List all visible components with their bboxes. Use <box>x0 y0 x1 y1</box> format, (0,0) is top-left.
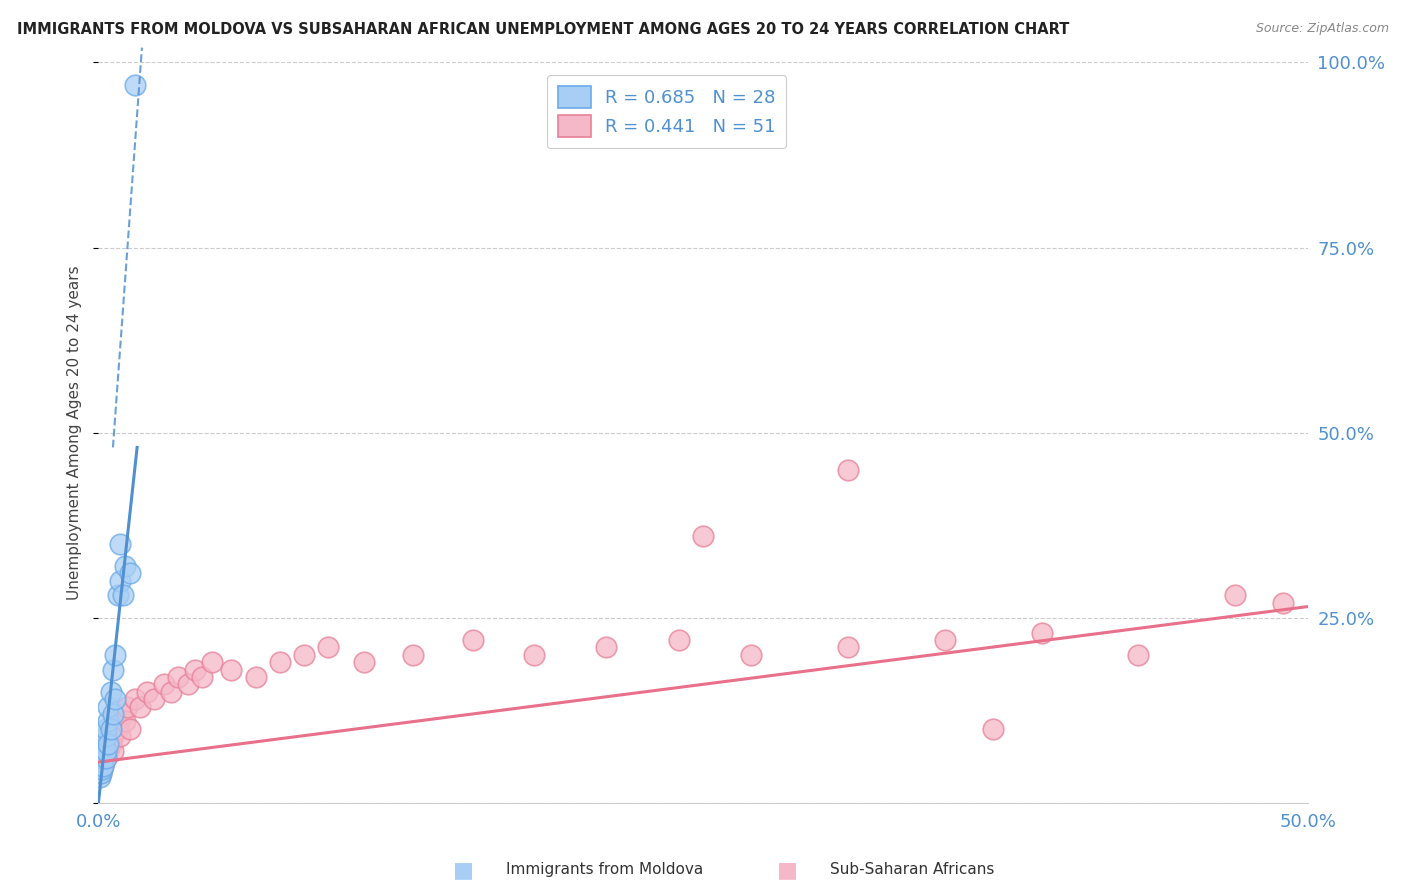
Point <box>124 692 146 706</box>
Text: IMMIGRANTS FROM MOLDOVA VS SUBSAHARAN AFRICAN UNEMPLOYMENT AMONG AGES 20 TO 24 Y: IMMIGRANTS FROM MOLDOVA VS SUBSAHARAN AF… <box>17 22 1069 37</box>
Point <box>160 685 183 699</box>
Point <box>100 685 122 699</box>
Point <box>90 766 112 780</box>
Point <box>1128 648 1150 662</box>
Point <box>91 744 114 758</box>
Point <box>94 751 117 765</box>
Point <box>353 655 375 669</box>
Point <box>90 758 112 772</box>
Point <box>269 655 291 669</box>
Point <box>108 536 131 550</box>
Point <box>837 462 859 476</box>
Text: ■: ■ <box>778 860 797 880</box>
Point <box>114 558 136 573</box>
Point <box>101 744 124 758</box>
Point <box>100 722 122 736</box>
Point <box>668 632 690 647</box>
Point <box>143 692 166 706</box>
Point <box>104 692 127 706</box>
Point <box>221 663 243 677</box>
Point <box>101 706 124 721</box>
Point <box>101 663 124 677</box>
Text: ■: ■ <box>454 860 474 880</box>
Point <box>111 706 134 721</box>
Point <box>402 648 425 662</box>
Point <box>100 722 122 736</box>
Point <box>523 648 546 662</box>
Point <box>316 640 339 655</box>
Point <box>111 589 134 603</box>
Point <box>90 751 112 765</box>
Legend: R = 0.685   N = 28, R = 0.441   N = 51: R = 0.685 N = 28, R = 0.441 N = 51 <box>547 75 786 148</box>
Point <box>104 648 127 662</box>
Text: Immigrants from Moldova: Immigrants from Moldova <box>506 863 703 877</box>
Point <box>463 632 485 647</box>
Point <box>1223 589 1246 603</box>
Point <box>91 744 114 758</box>
Point <box>100 737 122 751</box>
Y-axis label: Unemployment Among Ages 20 to 24 years: Unemployment Among Ages 20 to 24 years <box>67 265 83 600</box>
Point <box>104 714 127 729</box>
Point <box>114 714 136 729</box>
Point <box>97 744 120 758</box>
Point <box>94 744 117 758</box>
Point <box>91 763 114 777</box>
Point <box>90 766 112 780</box>
Point <box>128 699 150 714</box>
Point <box>94 751 117 765</box>
Point <box>117 699 139 714</box>
Point <box>191 670 214 684</box>
Point <box>1272 596 1295 610</box>
Point <box>595 640 617 655</box>
Text: Source: ZipAtlas.com: Source: ZipAtlas.com <box>1256 22 1389 36</box>
Point <box>152 677 174 691</box>
Point <box>97 729 120 743</box>
Point <box>94 722 117 736</box>
Point <box>107 722 129 736</box>
Point <box>93 737 115 751</box>
Text: Sub-Saharan Africans: Sub-Saharan Africans <box>830 863 994 877</box>
Point <box>97 699 120 714</box>
Point <box>97 737 120 751</box>
Point <box>89 770 111 784</box>
Point <box>91 758 114 772</box>
Point <box>135 685 157 699</box>
Point <box>167 670 190 684</box>
Point <box>94 737 117 751</box>
Point <box>1031 625 1053 640</box>
Point <box>118 566 141 581</box>
Point <box>177 677 200 691</box>
Point <box>94 729 117 743</box>
Point <box>91 758 114 772</box>
Point <box>91 751 114 765</box>
Point <box>124 78 146 92</box>
Point <box>245 670 267 684</box>
Point <box>97 714 120 729</box>
Point <box>107 589 129 603</box>
Point <box>837 640 859 655</box>
Point <box>934 632 956 647</box>
Point <box>981 722 1004 736</box>
Point <box>740 648 762 662</box>
Point <box>201 655 224 669</box>
Point <box>101 729 124 743</box>
Point <box>184 663 207 677</box>
Point <box>108 574 131 588</box>
Point <box>292 648 315 662</box>
Point <box>692 529 714 543</box>
Point <box>118 722 141 736</box>
Point <box>108 729 131 743</box>
